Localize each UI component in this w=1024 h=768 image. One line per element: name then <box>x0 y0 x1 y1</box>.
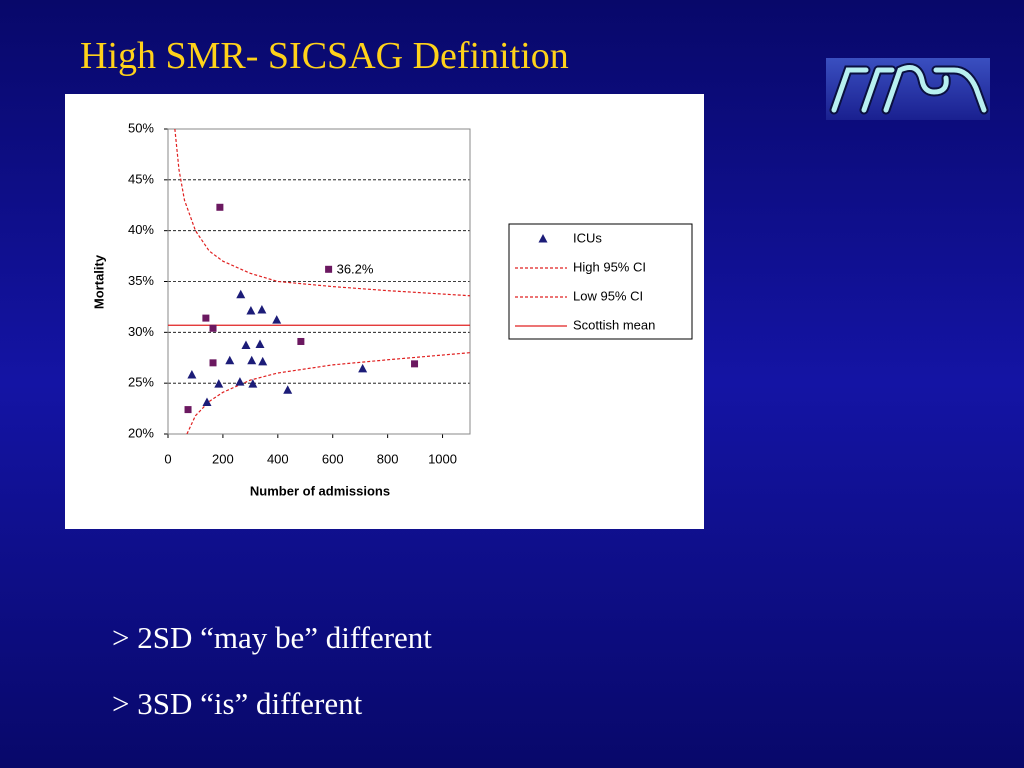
legend-box <box>508 223 693 340</box>
triangle-point <box>538 234 548 243</box>
y-tick-label: 45% <box>128 171 154 186</box>
triangle-point <box>257 304 267 314</box>
triangle-point <box>247 355 257 365</box>
data-label: 36.2% <box>337 262 374 277</box>
square-point <box>202 314 210 322</box>
plot-border <box>167 128 471 435</box>
y-tick-label: 35% <box>128 273 154 288</box>
triangle-point <box>236 289 246 299</box>
x-tick-label: 1000 <box>428 451 457 466</box>
triangle-point <box>358 363 368 373</box>
slide-title: High SMR- SICSAG Definition <box>80 35 569 77</box>
triangle-point <box>214 379 224 388</box>
x-tick-label: 200 <box>212 451 234 466</box>
y-tick-label: 20% <box>128 425 154 440</box>
y-tick-label: 25% <box>128 375 154 390</box>
square-point <box>216 203 224 211</box>
triangle-point <box>246 305 256 315</box>
triangle-point <box>187 370 197 379</box>
triangle-point <box>272 315 282 324</box>
triangle-point <box>255 339 265 349</box>
square-point <box>325 265 333 273</box>
chart: Mortality Number of admissions 20% 25% 30%… <box>65 94 704 529</box>
y-tick-label: 50% <box>128 120 154 135</box>
square-point <box>209 324 217 332</box>
logo <box>826 58 990 120</box>
square-point <box>411 360 419 368</box>
y-tick-label: 40% <box>128 222 154 237</box>
triangle-point <box>241 340 251 350</box>
square-point <box>297 337 305 345</box>
x-tick-label: 800 <box>377 451 399 466</box>
plot-area <box>168 128 470 434</box>
legend-label: Scottish mean <box>573 317 655 332</box>
line-series <box>186 352 470 434</box>
triangle-point <box>225 355 235 365</box>
triangle-point <box>202 397 212 406</box>
triangle-point <box>235 377 245 386</box>
legend-label: High 95% CI <box>573 259 646 274</box>
square-point <box>209 359 217 367</box>
x-axis-label: Number of admissions <box>250 483 390 498</box>
x-tick-label: 600 <box>322 451 344 466</box>
line-series <box>174 128 470 297</box>
y-axis-label: Mortality <box>91 254 106 309</box>
triangle-point <box>258 356 268 366</box>
legend-label: ICUs <box>573 230 602 245</box>
triangle-point <box>248 379 258 388</box>
legend-label: Low 95% CI <box>573 288 643 303</box>
x-tick-label: 0 <box>164 451 171 466</box>
bullet: > 2SD “may be” different <box>112 620 432 655</box>
triangle-point <box>283 385 293 394</box>
square-point <box>184 406 192 414</box>
bullet: > 3SD “is” different <box>112 686 363 721</box>
x-tick-label: 400 <box>267 451 289 466</box>
y-tick-label: 30% <box>128 324 154 339</box>
